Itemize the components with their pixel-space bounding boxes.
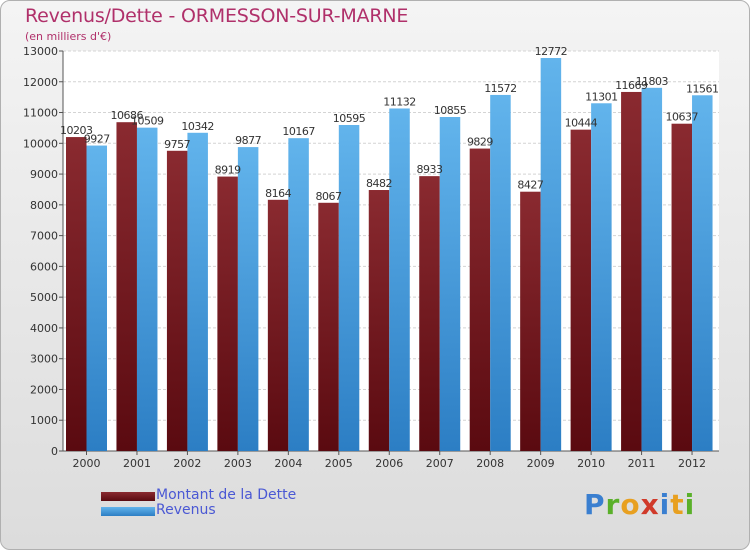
bar-revenus — [86, 145, 107, 452]
x-tick-label: 2002 — [173, 457, 201, 470]
bar-dette — [267, 199, 289, 451]
data-label: 10637 — [666, 111, 699, 124]
chart-subtitle: (en milliers d'€) — [25, 30, 112, 43]
y-tick-label: 9000 — [30, 168, 58, 181]
x-tick-label: 2001 — [123, 457, 151, 470]
x-tick-label: 2007 — [426, 457, 454, 470]
bar-dette — [671, 123, 693, 451]
data-label: 9927 — [84, 133, 110, 146]
x-tick-label: 2006 — [375, 457, 403, 470]
data-label: 9877 — [235, 134, 261, 147]
bar-dette — [419, 176, 440, 451]
bar-revenus — [288, 138, 309, 451]
data-label: 9829 — [467, 136, 493, 149]
logo-letter: P — [584, 488, 606, 521]
bar-revenus — [237, 147, 259, 452]
x-tick-label: 2009 — [527, 457, 555, 470]
logo-letter: t — [670, 488, 685, 521]
bar-dette — [621, 91, 642, 451]
bar-revenus — [692, 95, 713, 452]
data-label: 11132 — [383, 95, 416, 108]
logo-letter: i — [659, 488, 671, 521]
y-tick-label: 2000 — [30, 383, 58, 396]
logo-letter: x — [640, 488, 660, 521]
logo-letter: r — [605, 488, 621, 521]
bar-dette — [520, 191, 541, 451]
bar-revenus — [540, 58, 562, 452]
x-tick-label: 2005 — [325, 457, 353, 470]
legend-label-revenus: Revenus — [156, 502, 216, 518]
data-label: 12772 — [535, 45, 568, 58]
legend-swatch-dette — [101, 492, 155, 501]
logo-letter: o — [620, 488, 641, 521]
bar-revenus — [439, 117, 461, 451]
x-tick-label: 2008 — [476, 457, 504, 470]
bar-revenus — [641, 87, 663, 451]
y-tick-label: 13000 — [23, 45, 58, 58]
data-label: 10509 — [131, 115, 164, 128]
data-label: 8427 — [517, 179, 543, 192]
y-tick-label: 5000 — [30, 291, 58, 304]
data-label: 10855 — [434, 104, 467, 117]
x-tick-label: 2004 — [274, 457, 302, 470]
y-tick-label: 11000 — [23, 107, 58, 120]
data-label: 10342 — [181, 120, 214, 133]
bar-dette — [570, 129, 592, 451]
y-tick-label: 10000 — [23, 137, 58, 150]
bar-dette — [318, 202, 339, 451]
bar-revenus — [591, 103, 612, 452]
logo-letter: i — [684, 488, 696, 521]
data-label: 11561 — [686, 82, 719, 95]
legend-label-dette: Montant de la Dette — [156, 487, 297, 503]
y-tick-label: 8000 — [30, 199, 58, 212]
chart-title: Revenus/Dette - ORMESSON-SUR-MARNE — [25, 5, 409, 27]
data-label: 10203 — [60, 124, 93, 137]
x-tick-label: 2012 — [678, 457, 706, 470]
data-label: 11669 — [615, 79, 648, 92]
x-tick-label: 2011 — [628, 457, 656, 470]
y-tick-label: 4000 — [30, 322, 58, 335]
bar-revenus — [389, 108, 410, 451]
bar-dette — [116, 122, 137, 451]
data-label: 8067 — [316, 190, 342, 203]
y-tick-label: 1000 — [30, 414, 58, 427]
bar-revenus — [338, 125, 360, 451]
data-label: 10167 — [282, 125, 315, 138]
y-tick-label: 12000 — [23, 76, 58, 89]
y-tick-label: 0 — [51, 445, 58, 458]
bar-dette — [217, 176, 238, 452]
data-label: 8933 — [416, 163, 442, 176]
bar-revenus — [187, 132, 208, 452]
bar-revenus — [490, 94, 511, 451]
bar-dette — [469, 148, 491, 452]
data-label: 8482 — [366, 177, 392, 190]
proxiti-logo: Proxiti — [584, 488, 695, 521]
y-tick-label: 3000 — [30, 353, 58, 366]
data-label: 11301 — [585, 90, 618, 103]
x-tick-label: 2000 — [73, 457, 101, 470]
data-label: 9757 — [164, 138, 190, 151]
legend-swatch-revenus — [101, 507, 155, 516]
data-label: 8919 — [215, 164, 241, 177]
x-tick-label: 2010 — [577, 457, 605, 470]
y-tick-label: 6000 — [30, 260, 58, 273]
data-label: 11803 — [636, 75, 669, 88]
bar-dette — [368, 190, 390, 451]
data-label: 10444 — [565, 117, 598, 130]
x-tick-label: 2003 — [224, 457, 252, 470]
bar-dette — [166, 150, 188, 452]
data-label: 10686 — [110, 109, 143, 122]
data-label: 11572 — [484, 82, 517, 95]
data-label: 8164 — [265, 187, 291, 200]
bar-dette — [66, 137, 87, 452]
y-tick-label: 7000 — [30, 230, 58, 243]
bar-revenus — [136, 127, 158, 452]
data-label: 10595 — [333, 112, 366, 125]
